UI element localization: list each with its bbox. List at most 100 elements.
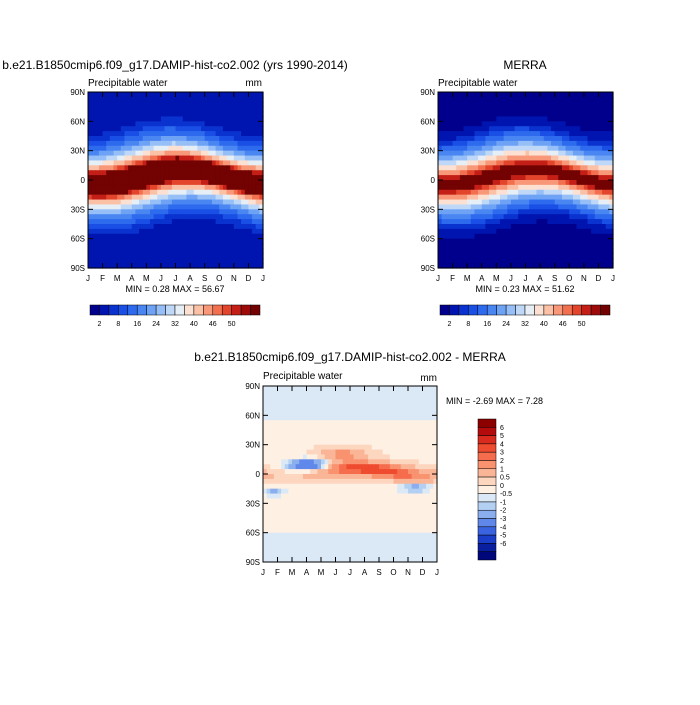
diff-cell	[321, 391, 325, 396]
model-cell	[190, 131, 194, 136]
obs-cell	[515, 97, 519, 102]
diff-cell	[285, 430, 289, 435]
diff-cell	[397, 386, 401, 391]
diff-cell	[408, 489, 412, 494]
diff-cell	[332, 445, 336, 450]
obs-cell	[602, 258, 606, 263]
obs-cell	[577, 200, 581, 205]
model-cell	[194, 102, 198, 107]
diff-cell	[325, 484, 329, 489]
diff-cell	[278, 528, 282, 533]
obs-cell	[442, 224, 446, 229]
model-cell	[241, 136, 245, 141]
diff-cell	[278, 440, 282, 445]
model-cell	[183, 151, 187, 156]
model-cell	[223, 195, 227, 200]
obs-cell	[438, 209, 442, 214]
obs-cell	[526, 239, 530, 244]
obs-cell	[522, 229, 526, 234]
model-cell	[150, 253, 154, 258]
obs-cell	[442, 107, 446, 112]
obs-cell	[547, 107, 551, 112]
obs-cell	[547, 160, 551, 165]
model-cell	[212, 116, 216, 121]
diff-cell	[296, 406, 300, 411]
model-cell	[194, 204, 198, 209]
model-cell	[201, 204, 205, 209]
model-cell	[99, 219, 103, 224]
obs-cell	[482, 126, 486, 131]
model-cell	[154, 97, 158, 102]
model-cell	[106, 195, 110, 200]
obs-cell	[558, 97, 562, 102]
obs-cell	[529, 160, 533, 165]
diff-cell	[430, 406, 434, 411]
obs-cell	[471, 244, 475, 249]
model-cell	[227, 244, 231, 249]
obs-cell	[584, 209, 588, 214]
diff-cell	[274, 528, 278, 533]
obs-cell	[566, 170, 570, 175]
model-cell	[186, 97, 190, 102]
obs-cell	[471, 102, 475, 107]
model-cell	[110, 160, 114, 165]
diff-cell	[292, 489, 296, 494]
diff-cell	[419, 459, 423, 464]
obs-cell	[496, 224, 500, 229]
obs-cell	[489, 97, 493, 102]
obs-cell	[482, 248, 486, 253]
obs-cell	[500, 248, 504, 253]
obs-cell	[573, 253, 577, 258]
obs-cell	[529, 112, 533, 117]
model-cell	[157, 224, 161, 229]
obs-cell	[547, 219, 551, 224]
diff-cell	[390, 508, 394, 513]
obs-cell	[587, 180, 591, 185]
obs-cell	[598, 131, 602, 136]
diff-cell	[310, 410, 314, 415]
obs-cell	[471, 204, 475, 209]
obs-cell	[529, 204, 533, 209]
model-cell	[99, 131, 103, 136]
diff-cell	[281, 489, 285, 494]
model-cell	[219, 180, 223, 185]
obs-cell	[515, 195, 519, 200]
diff-cell	[317, 396, 321, 401]
model-cell	[106, 200, 110, 205]
model-cell	[172, 112, 176, 117]
obs-cell	[464, 165, 468, 170]
diff-cell	[365, 406, 369, 411]
obs-cell	[591, 136, 595, 141]
obs-cell	[438, 170, 442, 175]
diff-cell	[296, 459, 300, 464]
obs-cell	[467, 258, 471, 263]
obs-cell	[606, 200, 610, 205]
obs-cell	[496, 195, 500, 200]
model-cell	[128, 204, 132, 209]
model-cell	[256, 180, 260, 185]
diff-cell	[317, 508, 321, 513]
model-cell	[237, 102, 241, 107]
model-cell	[157, 170, 161, 175]
obs-cell	[529, 190, 533, 195]
model-cell	[248, 234, 252, 239]
diff-cell	[346, 474, 350, 479]
diff-cell	[314, 454, 318, 459]
model-cell	[150, 151, 154, 156]
diff-cell	[307, 415, 311, 420]
obs-cell	[449, 146, 453, 151]
model-cell	[245, 219, 249, 224]
obs-cell	[540, 131, 544, 136]
model-cell	[114, 141, 118, 146]
obs-cell	[536, 195, 540, 200]
model-cell	[237, 156, 241, 161]
obs-cell	[577, 224, 581, 229]
diff-cell	[379, 498, 383, 503]
diff-cell	[307, 503, 311, 508]
obs-cell	[558, 112, 562, 117]
diff-cell	[357, 430, 361, 435]
obs-cell	[511, 244, 515, 249]
model-cell	[190, 151, 194, 156]
obs-cell	[500, 175, 504, 180]
obs-cell	[536, 112, 540, 117]
